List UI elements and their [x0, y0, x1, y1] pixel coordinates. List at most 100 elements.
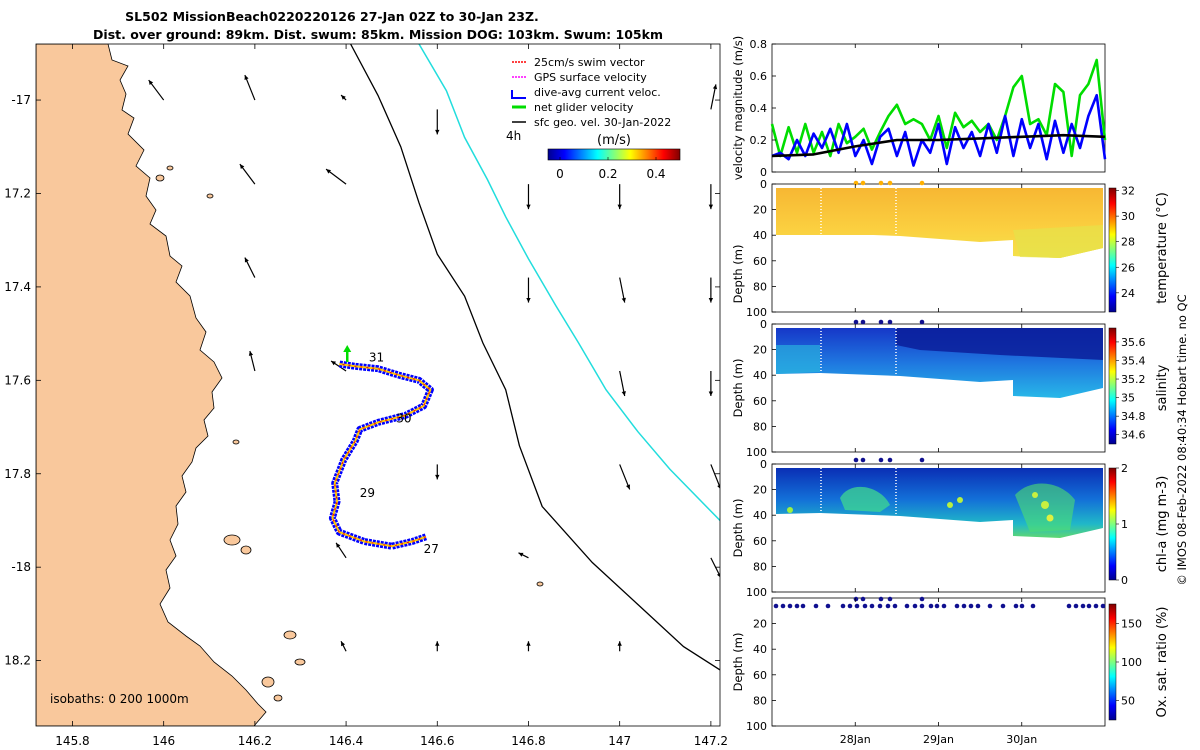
chla-dot: [860, 457, 866, 463]
oxygen-dot: [1000, 603, 1006, 609]
sfc-vector-arrow: [708, 370, 714, 396]
gps-track: [331, 363, 432, 548]
map-xtick-label: 146.6: [420, 734, 454, 748]
salinity-cbtick-label: 35.2: [1121, 373, 1146, 386]
oxygen-ytick-label: 80: [753, 694, 767, 707]
legend-gps: GPS surface velocity: [534, 71, 647, 84]
day-label: 27: [424, 542, 439, 556]
oxygen-dot: [954, 603, 960, 609]
map-xtick-label: 146.2: [238, 734, 272, 748]
oxygen-dot: [904, 603, 910, 609]
temperature-cblabel: temperature (°C): [1155, 192, 1170, 304]
map-xtick-label: 147: [608, 734, 631, 748]
chla-cbtick-label: 2: [1121, 462, 1128, 475]
salinity-cbtick-label: 34.8: [1121, 410, 1146, 423]
chla-ytick-label: 40: [753, 509, 767, 522]
temperature-ytick-label: 80: [753, 280, 767, 293]
copyright-note: © IMOS 08-Feb-2022 08:40:34 Hobart time.…: [1175, 294, 1189, 585]
oxygen-dot: [1013, 603, 1019, 609]
temperature-cbtick-label: 30: [1121, 210, 1135, 223]
oxygen-dot: [1019, 603, 1025, 609]
time-tick-label: 29Jan: [923, 733, 954, 746]
sfc-vector-arrow: [435, 641, 440, 652]
temperature-cbtick-label: 28: [1121, 236, 1135, 249]
net-velocity-head: [343, 344, 352, 352]
speed-colorbar-tick-label: 0.2: [598, 167, 617, 181]
sfc-vector-arrow: [619, 277, 626, 303]
time-tick-label: 30Jan: [1006, 733, 1037, 746]
day-label: 31: [369, 351, 384, 365]
glider-track: [328, 344, 434, 550]
map-panel: 31 30 29 27 145.8 146 146.2 146.4 146.6 146.8 147…: [4, 43, 728, 748]
oxygen-dot: [1066, 603, 1072, 609]
salinity-dot: [887, 319, 893, 325]
isobath-label: isobaths: 0 200 1000m: [50, 692, 189, 706]
island: [536, 581, 544, 587]
oxygen-dot: [780, 603, 786, 609]
temperature-ytick-label: 0: [760, 178, 767, 191]
temperature-cbtick-label: 32: [1121, 185, 1135, 198]
legend-net: net glider velocity: [534, 101, 634, 114]
oxygen-dot: [862, 603, 868, 609]
velocity-ytick-label: 0.8: [750, 38, 768, 51]
salinity-ytick-label: 100: [746, 446, 767, 459]
chla-ytick-label: 20: [753, 484, 767, 497]
temperature-colorbar: [1108, 187, 1117, 313]
map-axes: 145.8 146 146.2 146.4 146.6 146.8 147 147.2 -17 1…: [4, 44, 728, 748]
oxygen-colorbar: [1108, 603, 1117, 721]
oxygen-dot: [1086, 603, 1092, 609]
oxygen-dot: [840, 603, 846, 609]
island: [155, 174, 165, 182]
island: [206, 193, 214, 199]
salinity-dot: [860, 319, 866, 325]
island: [223, 534, 241, 546]
isobath-200m: [350, 44, 720, 671]
salinity-axes: 0 20 40 60 80 100 34.6 34.8 35 35.2 35.4 35.6: [746, 318, 1146, 459]
temperature-panel: 0 20 40 60 80 100 24 26 28 30 32 Depth (m) tempera…: [731, 178, 1170, 319]
oxygen-dot: [877, 603, 883, 609]
sfc-vector-arrow: [710, 84, 718, 110]
sfc-vector-arrow: [708, 277, 714, 303]
oxygen-dot: [912, 603, 918, 609]
oxygen-dot: [1100, 603, 1106, 609]
temperature-field: [776, 188, 1103, 258]
legend-current-mark: [511, 90, 526, 99]
chla-axes: 0 20 40 60 80 100 0 1 2: [746, 458, 1128, 599]
oxygen-dot: [794, 603, 800, 609]
chla-ytick-label: 60: [753, 535, 767, 548]
colorbar-title: (m/s): [597, 133, 631, 148]
sfc-vector-arrow: [710, 557, 720, 578]
map-ytick-label: 17.2: [4, 186, 31, 200]
salinity-panel: 0 20 40 60 80 100 34.6 34.8 35 35.2 35.4 35.6 Depth…: [731, 318, 1170, 459]
salinity-colorbar: [1108, 327, 1117, 445]
island: [261, 676, 275, 688]
map-ytick-label: 17.4: [4, 280, 31, 294]
chla-cbtick-label: 1: [1121, 518, 1128, 531]
salinity-cbtick-label: 35.6: [1121, 336, 1146, 349]
oxygen-dot: [800, 603, 806, 609]
oxygen-dot: [1073, 603, 1079, 609]
salinity-ytick-label: 20: [753, 344, 767, 357]
land: [36, 44, 267, 726]
map-ytick-label: -17: [11, 93, 31, 107]
oxygen-axes: 20 40 60 80 100 50 100 150: [746, 617, 1142, 733]
day-labels: 31 30 29 27: [360, 351, 439, 557]
swim-vectors: [331, 363, 432, 547]
temperature-surface-dots: [853, 180, 925, 186]
salinity-cbtick-label: 35.4: [1121, 354, 1146, 367]
oxygen-dot: [919, 596, 925, 602]
chla-ylabel: Depth (m): [731, 499, 745, 558]
salinity-field: [776, 328, 1103, 398]
sfc-vector-arrow: [617, 184, 622, 210]
salinity-cbtick-label: 34.6: [1121, 429, 1146, 442]
salinity-dot: [853, 319, 859, 325]
salinity-ylabel: Depth (m): [731, 359, 745, 418]
sfc-vector-arrow: [617, 641, 622, 652]
oxygen-dot: [885, 603, 891, 609]
oxygen-dot: [787, 603, 793, 609]
sfc-vector-arrow: [148, 79, 165, 101]
chla-field: [776, 468, 1103, 538]
oxygen-cblabel: Ox. sat. ratio (%): [1155, 607, 1170, 718]
temperature-cbtick-label: 26: [1121, 261, 1135, 274]
